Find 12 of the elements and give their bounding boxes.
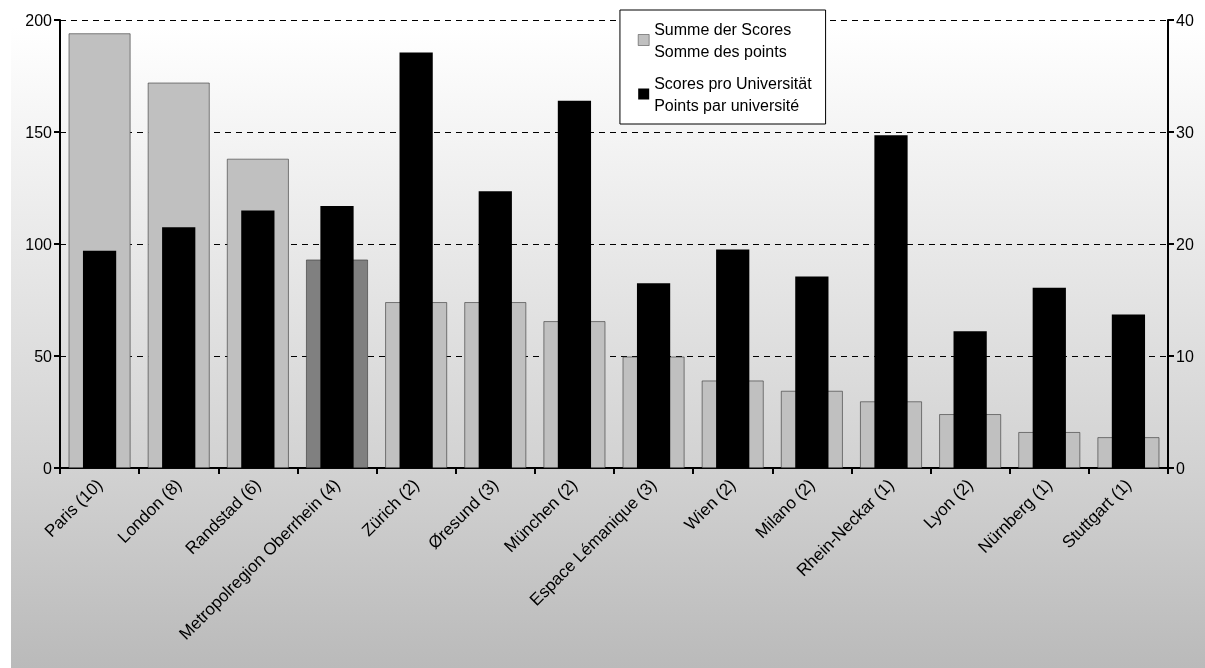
y2-tick-label: 10 — [1176, 347, 1194, 365]
y2-tick-label: 30 — [1176, 123, 1194, 141]
legend-label: Summe der Scores Somme des points — [654, 20, 792, 60]
y-tick-label: 50 — [34, 347, 53, 365]
y2-tick-label: 40 — [1176, 11, 1194, 29]
legend-label: Scores pro Universität Points par université — [654, 74, 813, 114]
y-tick-label: 200 — [25, 11, 53, 29]
y2-tick-label: 20 — [1176, 235, 1194, 253]
y-tick-label: 0 — [43, 459, 53, 477]
y2-tick-label: 0 — [1176, 459, 1185, 477]
y-tick-label: 150 — [25, 123, 53, 141]
y-tick-label: 100 — [25, 235, 53, 253]
